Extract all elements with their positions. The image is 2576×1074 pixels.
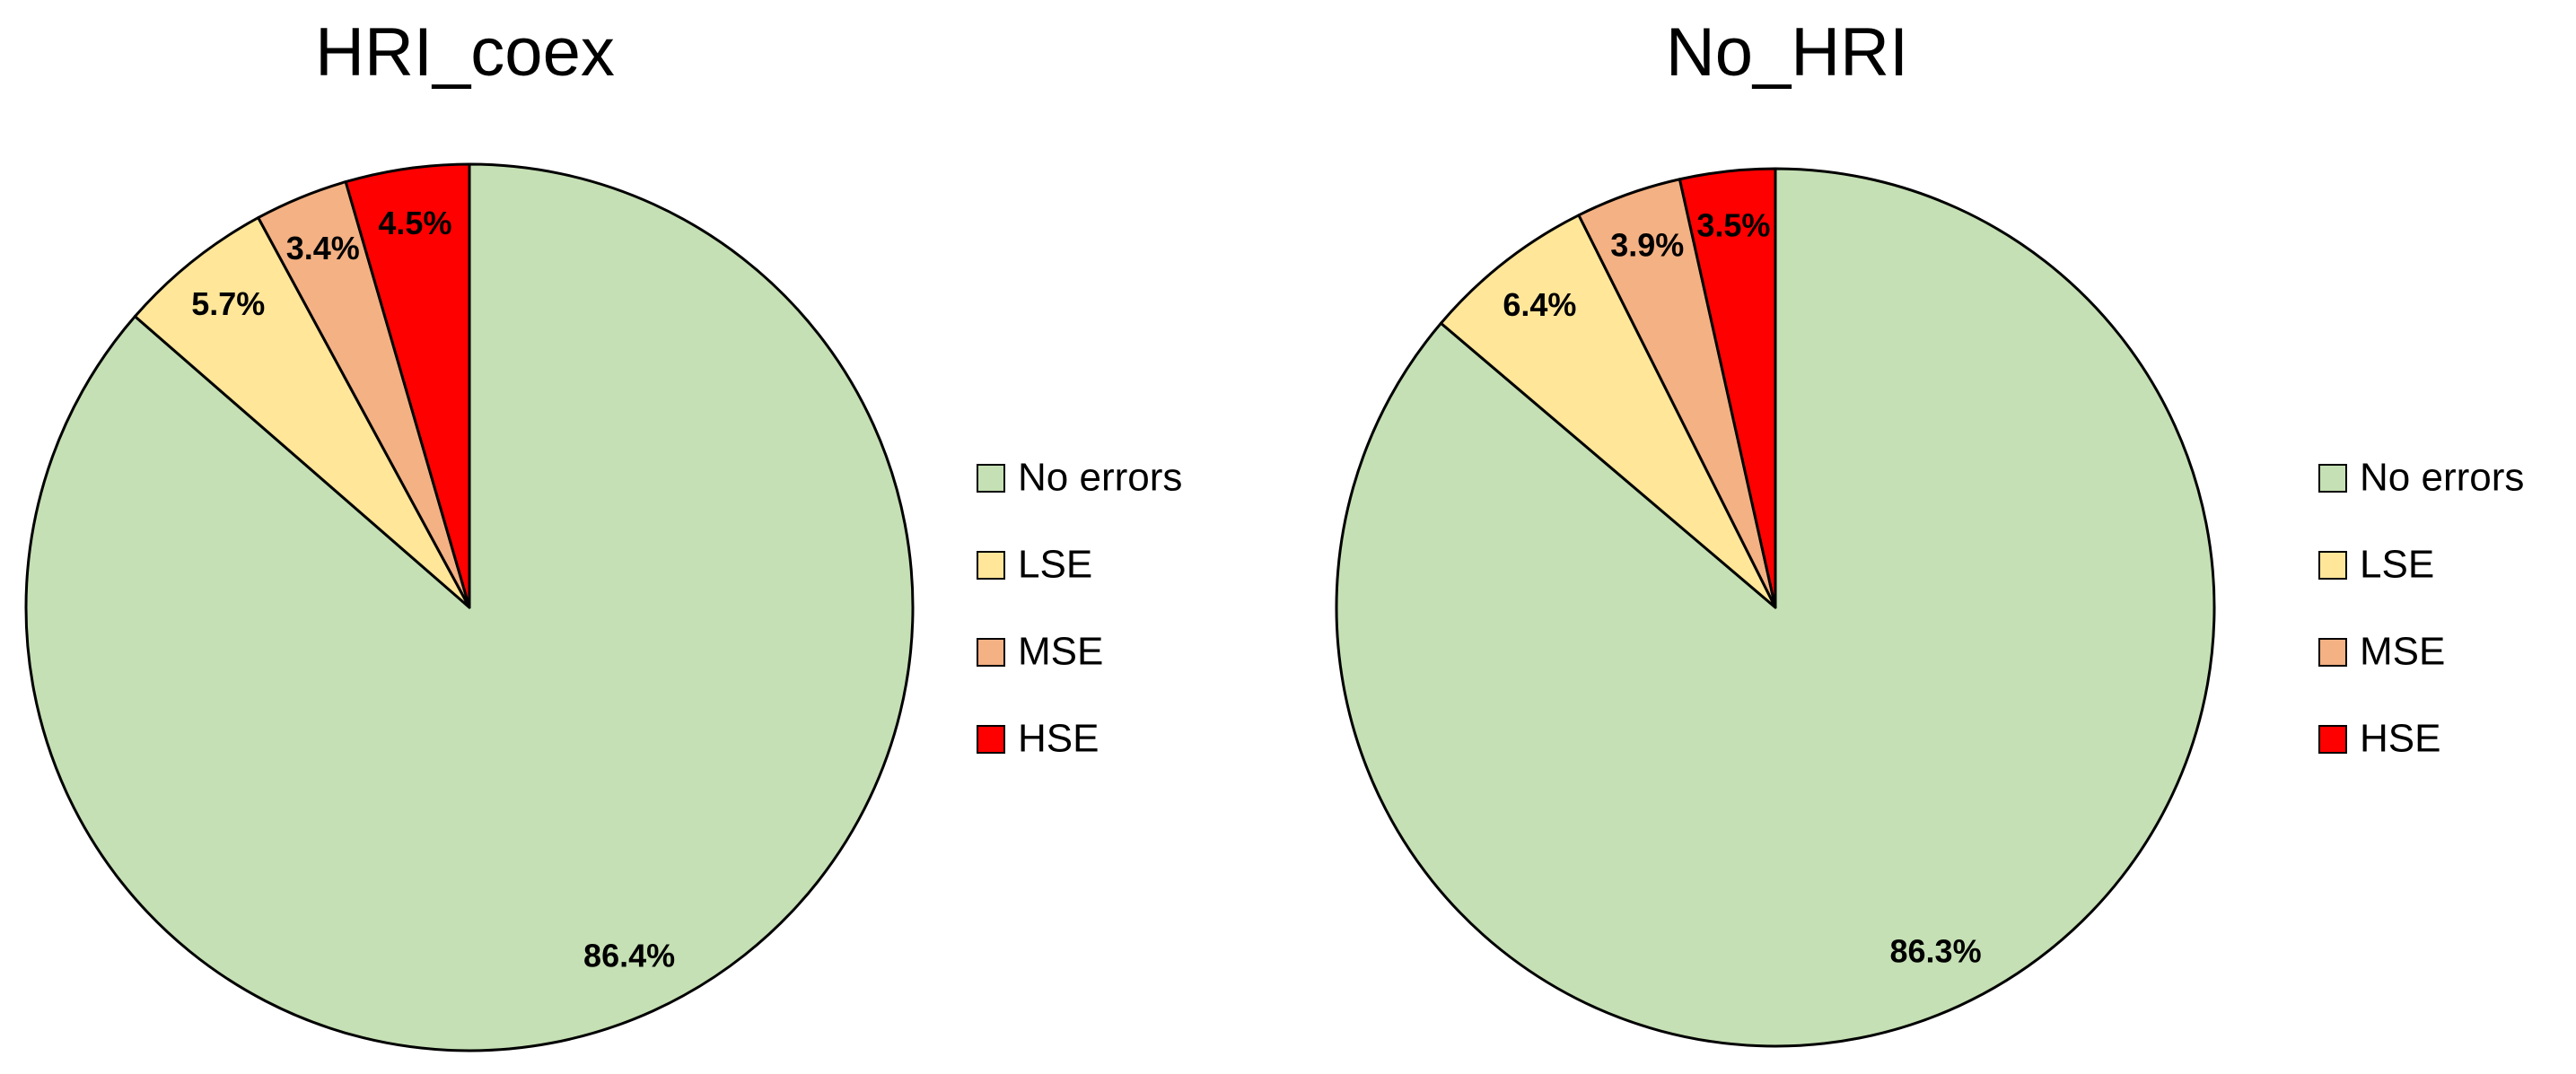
value-label: 86.4% (583, 938, 675, 974)
value-label: 5.7% (191, 285, 265, 322)
pie-slice (1678, 167, 1777, 609)
legend-text: HSE (2360, 717, 2440, 761)
pie-chart: No_HRI 86.3% 6.4% 3.9% 3.5% No errors LSE MSE HS… (1335, 14, 2524, 1048)
legend-swatch (977, 725, 1005, 754)
legend-text: MSE (1018, 630, 1103, 674)
pie-slice (1439, 214, 1777, 609)
pie-slice (133, 216, 471, 609)
value-label: 86.3% (1890, 933, 1982, 970)
value-label: 3.5% (1696, 207, 1770, 244)
legend-swatch (977, 551, 1005, 580)
legend-text: No errors (1018, 456, 1182, 500)
legend-swatch (977, 464, 1005, 493)
value-label: 3.4% (286, 230, 360, 266)
legend-swatch (977, 638, 1005, 667)
pie-slice (344, 162, 471, 609)
pie-chart: HRI_coex 86.4% 5.7% 3.4% 4.5% No errors LSE MSE… (24, 14, 1182, 1052)
legend-swatch (2318, 638, 2347, 667)
legend-swatch (2318, 464, 2347, 493)
chart-title: HRI_coex (315, 14, 615, 91)
legend-text: MSE (2360, 630, 2445, 674)
legend-text: No errors (2360, 456, 2524, 500)
legend-swatch (2318, 725, 2347, 754)
legend-swatch (2318, 551, 2347, 580)
value-label: 4.5% (378, 205, 451, 241)
legend-text: LSE (2360, 543, 2434, 587)
value-label: 6.4% (1503, 286, 1576, 323)
legend-text: HSE (1018, 717, 1099, 761)
legend-text: LSE (1018, 543, 1092, 587)
chart-title: No_HRI (1666, 14, 1908, 91)
value-label: 3.9% (1610, 227, 1684, 264)
